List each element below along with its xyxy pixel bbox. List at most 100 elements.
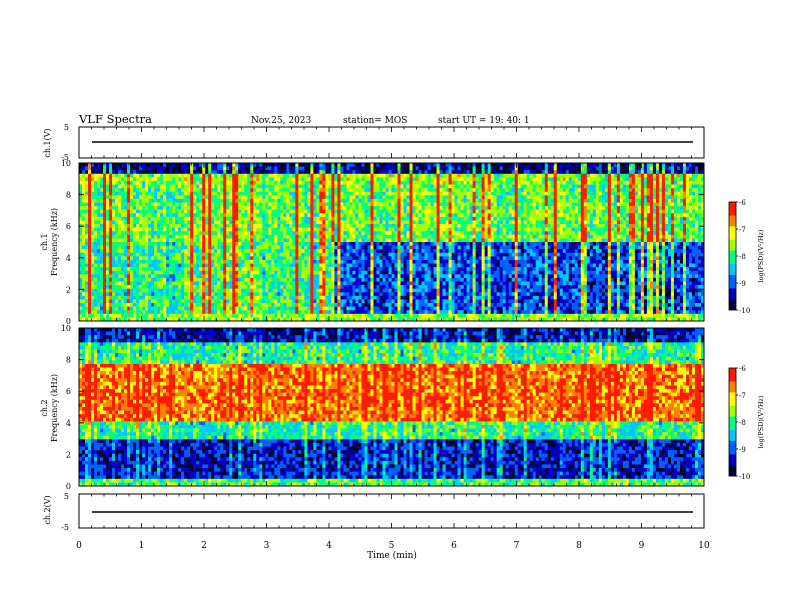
colorbar-segment xyxy=(729,427,736,431)
colorbar-segment xyxy=(729,470,736,474)
colorbar-tick-label: -6 xyxy=(739,199,746,207)
colorbar-segment xyxy=(729,397,736,401)
colorbar-segment xyxy=(729,438,736,442)
colorbar-segment xyxy=(729,212,736,216)
colorbar-ch2: -6 -7 -8 -9 -10 log(PSD)(V²/Hz) xyxy=(728,365,765,481)
colorbar-segment xyxy=(729,422,736,425)
colorbar-segment xyxy=(729,430,736,434)
colorbar-segment xyxy=(729,261,736,265)
colorbar-segment xyxy=(729,218,736,222)
ytick-label: 10 xyxy=(61,324,71,333)
colorbar-segment xyxy=(729,226,736,230)
colorbar-segment xyxy=(729,411,736,415)
colorbar-segment xyxy=(729,443,736,447)
xtick-label: 10 xyxy=(698,541,710,551)
ytick-label: 8 xyxy=(66,356,71,365)
colorbar-segment xyxy=(729,432,736,436)
colorbar-segment xyxy=(729,250,736,254)
ytick-label: -5 xyxy=(61,523,69,532)
colorbar-segment xyxy=(729,245,736,249)
colorbar-segment xyxy=(729,408,736,412)
xtick-label: 4 xyxy=(326,541,332,551)
ylabel-ch2-voltage: ch.2(V) xyxy=(43,495,52,524)
xtick-label: 5 xyxy=(389,541,395,551)
xtick-label: 0 xyxy=(76,541,82,551)
colorbar-segment xyxy=(729,229,736,232)
colorbar-segment xyxy=(729,449,736,452)
colorbar-segment xyxy=(729,304,736,308)
colorbar-tick-label: -9 xyxy=(739,280,746,288)
colorbar-segment xyxy=(729,368,736,371)
xtick-label: 1 xyxy=(139,541,145,551)
colorbar-segment xyxy=(729,293,736,297)
colorbar-segment xyxy=(729,283,736,286)
date-label: Nov.25, 2023 xyxy=(251,116,312,126)
colorbar-tick-label: -10 xyxy=(739,473,750,481)
xtick-label: 3 xyxy=(264,541,270,551)
ytick-label: 2 xyxy=(66,285,71,294)
spectrogram-panel-ch1: ch.1 Frequency (kHz) 0 2 4 6 8 10 -6 -7 -8 -9 -10… xyxy=(40,159,765,326)
x-axis: 0 1 2 3 4 5 6 7 8 9 10 xyxy=(76,127,710,551)
ytick-label: 5 xyxy=(64,492,69,501)
colorbar-segment xyxy=(729,446,736,450)
colorbar-tick-label: -9 xyxy=(739,446,746,454)
colorbar-segment xyxy=(729,465,736,469)
colorbar-segment xyxy=(729,204,736,208)
colorbar-segment xyxy=(729,266,736,270)
colorbar-segment xyxy=(729,467,736,471)
colorbar-segment xyxy=(729,215,736,219)
figure-title: VLF Spectra xyxy=(78,112,152,126)
colorbar-tick-label: -7 xyxy=(739,392,746,400)
ylabel-frequency: Frequency (kHz) xyxy=(50,208,59,276)
colorbar-segment xyxy=(729,392,736,396)
xtick-label: 7 xyxy=(514,541,520,551)
colorbar-segment xyxy=(729,237,736,241)
colorbar-segment xyxy=(729,473,736,477)
xtick-label: 8 xyxy=(576,541,582,551)
colorbar-segment xyxy=(729,258,736,262)
colorbar-segment xyxy=(729,277,736,281)
ytick-label: 0 xyxy=(66,317,71,326)
colorbar-segment xyxy=(729,288,736,292)
spectrogram-image-ch2 xyxy=(79,328,705,487)
ytick-label: 2 xyxy=(66,450,71,459)
ylabel-ch1-voltage: ch.1(V) xyxy=(43,128,52,157)
xaxis-label: Time (min) xyxy=(367,550,417,561)
ytick-label: 6 xyxy=(66,387,71,396)
colorbar-segment xyxy=(729,253,736,257)
colorbar-segment xyxy=(729,269,736,273)
colorbar-segment xyxy=(729,378,736,382)
colorbar-segment xyxy=(729,424,736,428)
spectrogram-image-ch1 xyxy=(79,163,705,322)
colorbar-label: log(PSD)(V²/Hz) xyxy=(757,229,765,282)
ytick-label: 4 xyxy=(66,419,71,428)
colorbar-segment xyxy=(729,274,736,278)
colorbar-segment xyxy=(729,440,736,444)
colorbar-segment xyxy=(729,459,736,463)
colorbar-segment xyxy=(729,285,736,289)
xtick-label: 9 xyxy=(639,541,645,551)
colorbar-segment xyxy=(729,389,736,393)
colorbar-segment xyxy=(729,386,736,390)
ytick-label: 0 xyxy=(66,482,71,491)
colorbar-segment xyxy=(729,451,736,455)
colorbar-segment xyxy=(729,462,736,466)
colorbar-segment xyxy=(729,395,736,398)
colorbar-segment xyxy=(729,419,736,423)
colorbar-segment xyxy=(729,307,736,311)
ytick-label: 5 xyxy=(64,123,69,132)
colorbar-segment xyxy=(729,223,736,227)
colorbar-tick-label: -7 xyxy=(739,226,746,234)
colorbar-segment xyxy=(729,296,736,300)
ytick-label: -5 xyxy=(61,153,69,162)
xtick-label: 2 xyxy=(201,541,207,551)
colorbar-segment xyxy=(729,299,736,303)
colorbar-segment xyxy=(729,435,736,439)
ytick-label: 4 xyxy=(66,254,71,263)
colorbar-segment xyxy=(729,301,736,305)
colorbar-segment xyxy=(729,256,736,259)
colorbar-segment xyxy=(729,413,736,417)
colorbar-segment xyxy=(729,247,736,251)
colorbar-segment xyxy=(729,373,736,377)
